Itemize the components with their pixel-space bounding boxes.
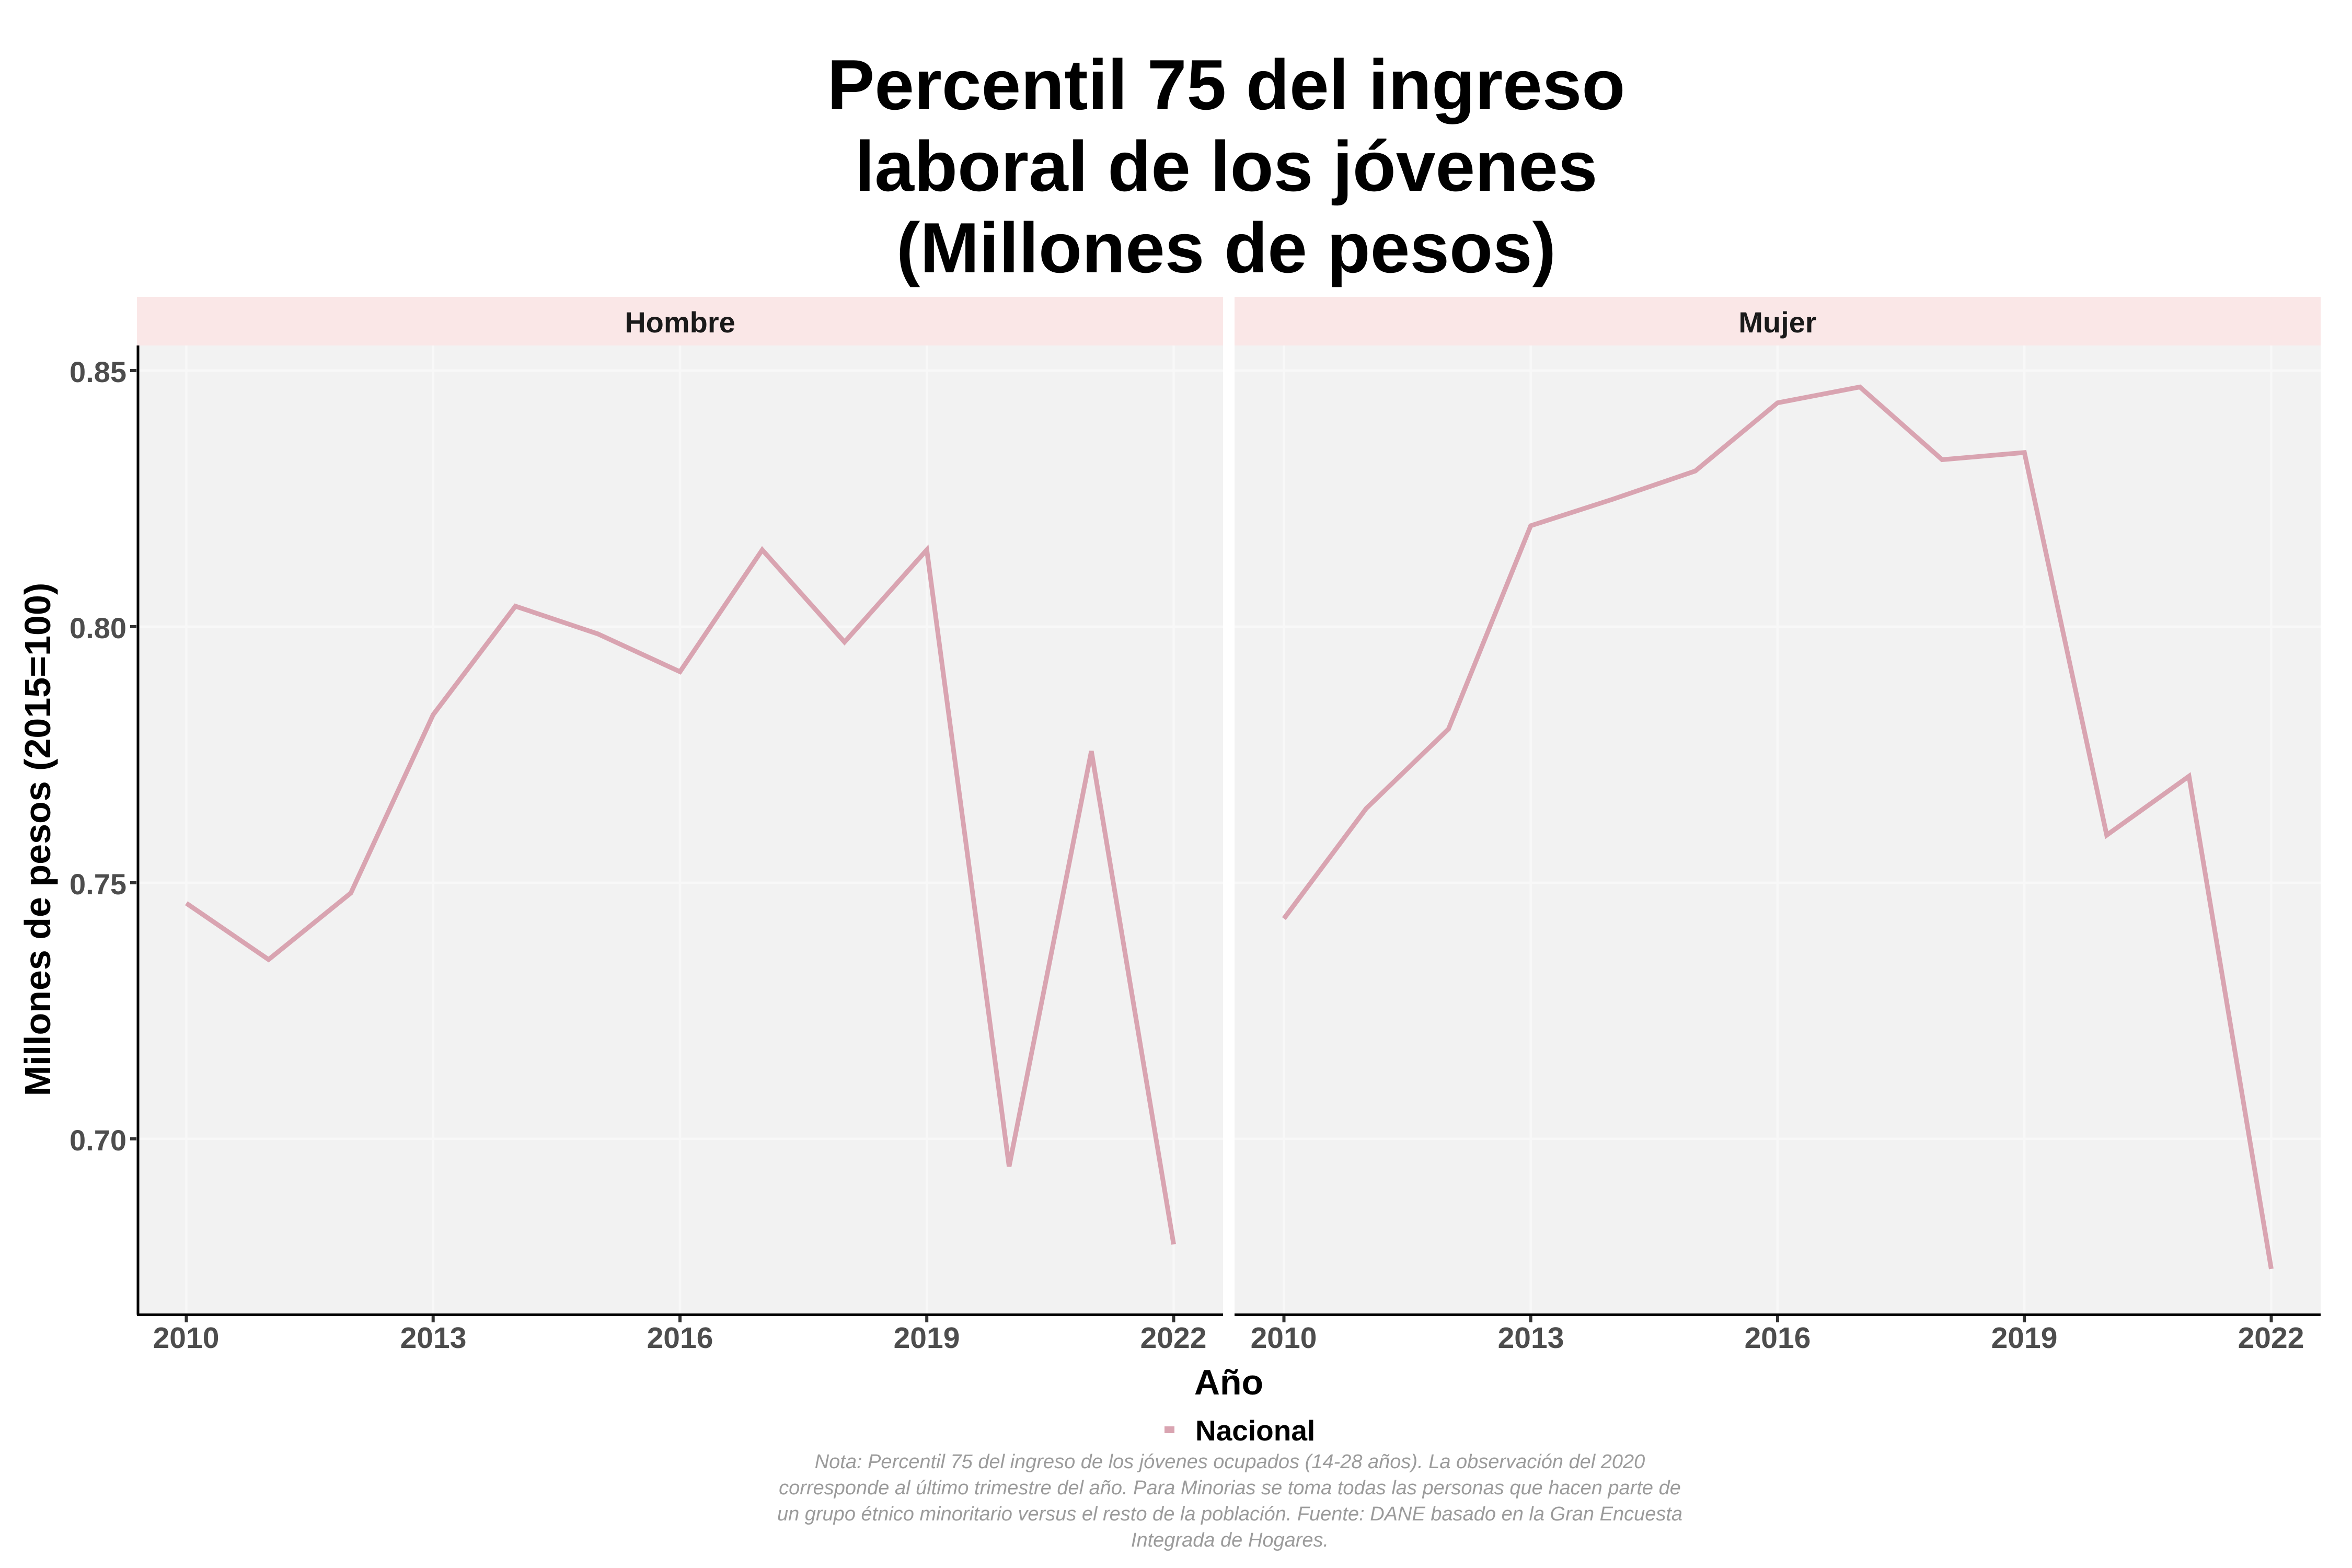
svg-text:2022: 2022 xyxy=(1140,1321,1207,1355)
svg-text:2013: 2013 xyxy=(400,1321,467,1355)
svg-text:2010: 2010 xyxy=(1251,1321,1317,1355)
svg-text:Nacional: Nacional xyxy=(1195,1414,1315,1447)
svg-text:0.80: 0.80 xyxy=(70,612,126,644)
svg-text:2016: 2016 xyxy=(647,1321,713,1355)
svg-text:Millones de pesos (2015=100): Millones de pesos (2015=100) xyxy=(17,583,58,1096)
svg-text:2019: 2019 xyxy=(894,1321,960,1355)
svg-text:corresponde al último trimestr: corresponde al último trimestre del año.… xyxy=(779,1477,1681,1499)
svg-text:Año: Año xyxy=(1194,1363,1263,1402)
svg-text:un grupo étnico minoritario ve: un grupo étnico minoritario versus el re… xyxy=(777,1503,1682,1525)
svg-text:2010: 2010 xyxy=(153,1321,220,1355)
svg-text:2022: 2022 xyxy=(2238,1321,2304,1355)
svg-text:2016: 2016 xyxy=(1745,1321,1811,1355)
svg-text:2019: 2019 xyxy=(1991,1321,2058,1355)
svg-text:0.85: 0.85 xyxy=(70,355,126,388)
svg-text:laboral de los jóvenes: laboral de los jóvenes xyxy=(855,126,1598,206)
svg-text:2013: 2013 xyxy=(1498,1321,1564,1355)
svg-text:(Millones de pesos): (Millones de pesos) xyxy=(896,208,1556,287)
svg-text:Integrada de Hogares.: Integrada de Hogares. xyxy=(1131,1529,1329,1551)
svg-text:0.75: 0.75 xyxy=(70,868,126,901)
svg-text:Hombre: Hombre xyxy=(625,306,735,339)
svg-text:Mujer: Mujer xyxy=(1738,306,1816,339)
svg-text:0.70: 0.70 xyxy=(70,1124,126,1157)
svg-text:Percentil 75 del ingreso: Percentil 75 del ingreso xyxy=(827,45,1625,124)
svg-text:Nota: Percentil 75 del ingreso: Nota: Percentil 75 del ingreso de los jó… xyxy=(815,1451,1645,1473)
